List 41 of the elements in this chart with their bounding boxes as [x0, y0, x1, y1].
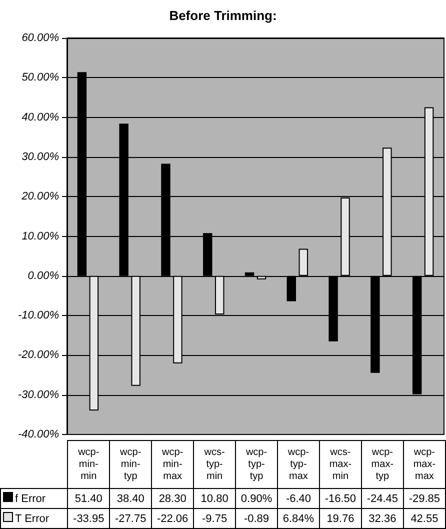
data-label: -16.50 — [319, 488, 362, 508]
data-label: -33.95 — [68, 508, 110, 528]
data-label: -24.45 — [361, 488, 404, 508]
data-label: 38.40 — [110, 488, 152, 508]
y-tick-label: 60.00% — [22, 32, 60, 44]
data-label: -6.40 — [278, 488, 320, 508]
x-tick-label: wcp-max-typ — [370, 446, 395, 482]
data-label: 6.84% — [278, 508, 320, 528]
y-tick-label: 50.00% — [22, 72, 60, 84]
data-label: 28.30 — [152, 488, 194, 508]
y-tick-label: 30.00% — [22, 150, 60, 163]
data-label: -27.75 — [110, 508, 152, 528]
x-tick-label: wcs-typ-min — [203, 446, 226, 482]
x-tick-label: wcs-max-min — [328, 446, 353, 482]
x-tick-label: wcp-min-typ — [119, 446, 142, 482]
legend-label: T Error — [0, 508, 68, 528]
x-tick-label: wcp-max-max — [412, 446, 437, 482]
data-label: -29.85 — [403, 488, 446, 508]
data-label: 51.40 — [68, 488, 110, 508]
y-tick-label: 40.00% — [22, 111, 60, 124]
legend-label: f Error — [0, 488, 68, 508]
y-tick-label: -10.00% — [18, 310, 60, 322]
data-label: 10.80 — [194, 488, 236, 508]
y-tick-label: 20.00% — [20, 190, 60, 203]
data-label: -22.06 — [152, 508, 194, 528]
x-tick-label: wcp-typ-max — [286, 446, 310, 482]
x-tick-label: wcp-min-min — [77, 446, 100, 482]
data-label: 0.90% — [236, 488, 278, 508]
data-label: -0.89 — [236, 508, 278, 528]
chart-title: Before Trimming: — [169, 8, 277, 23]
y-tick-label: -20.00% — [18, 349, 60, 362]
data-label: 32.36 — [361, 508, 404, 528]
y-tick-label: 0.00% — [28, 270, 60, 282]
data-label: 19.76 — [319, 508, 362, 528]
data-label: -9.75 — [194, 508, 236, 528]
data-label: 42.55 — [403, 508, 446, 528]
y-tick-label: 10.00% — [22, 230, 60, 242]
y-tick-label: -40.00% — [18, 428, 60, 440]
y-tick-label: -30.00% — [18, 388, 60, 401]
x-tick-label: wcp-typ-typ — [244, 446, 268, 482]
x-tick-label: wcp-min-max — [161, 446, 184, 482]
